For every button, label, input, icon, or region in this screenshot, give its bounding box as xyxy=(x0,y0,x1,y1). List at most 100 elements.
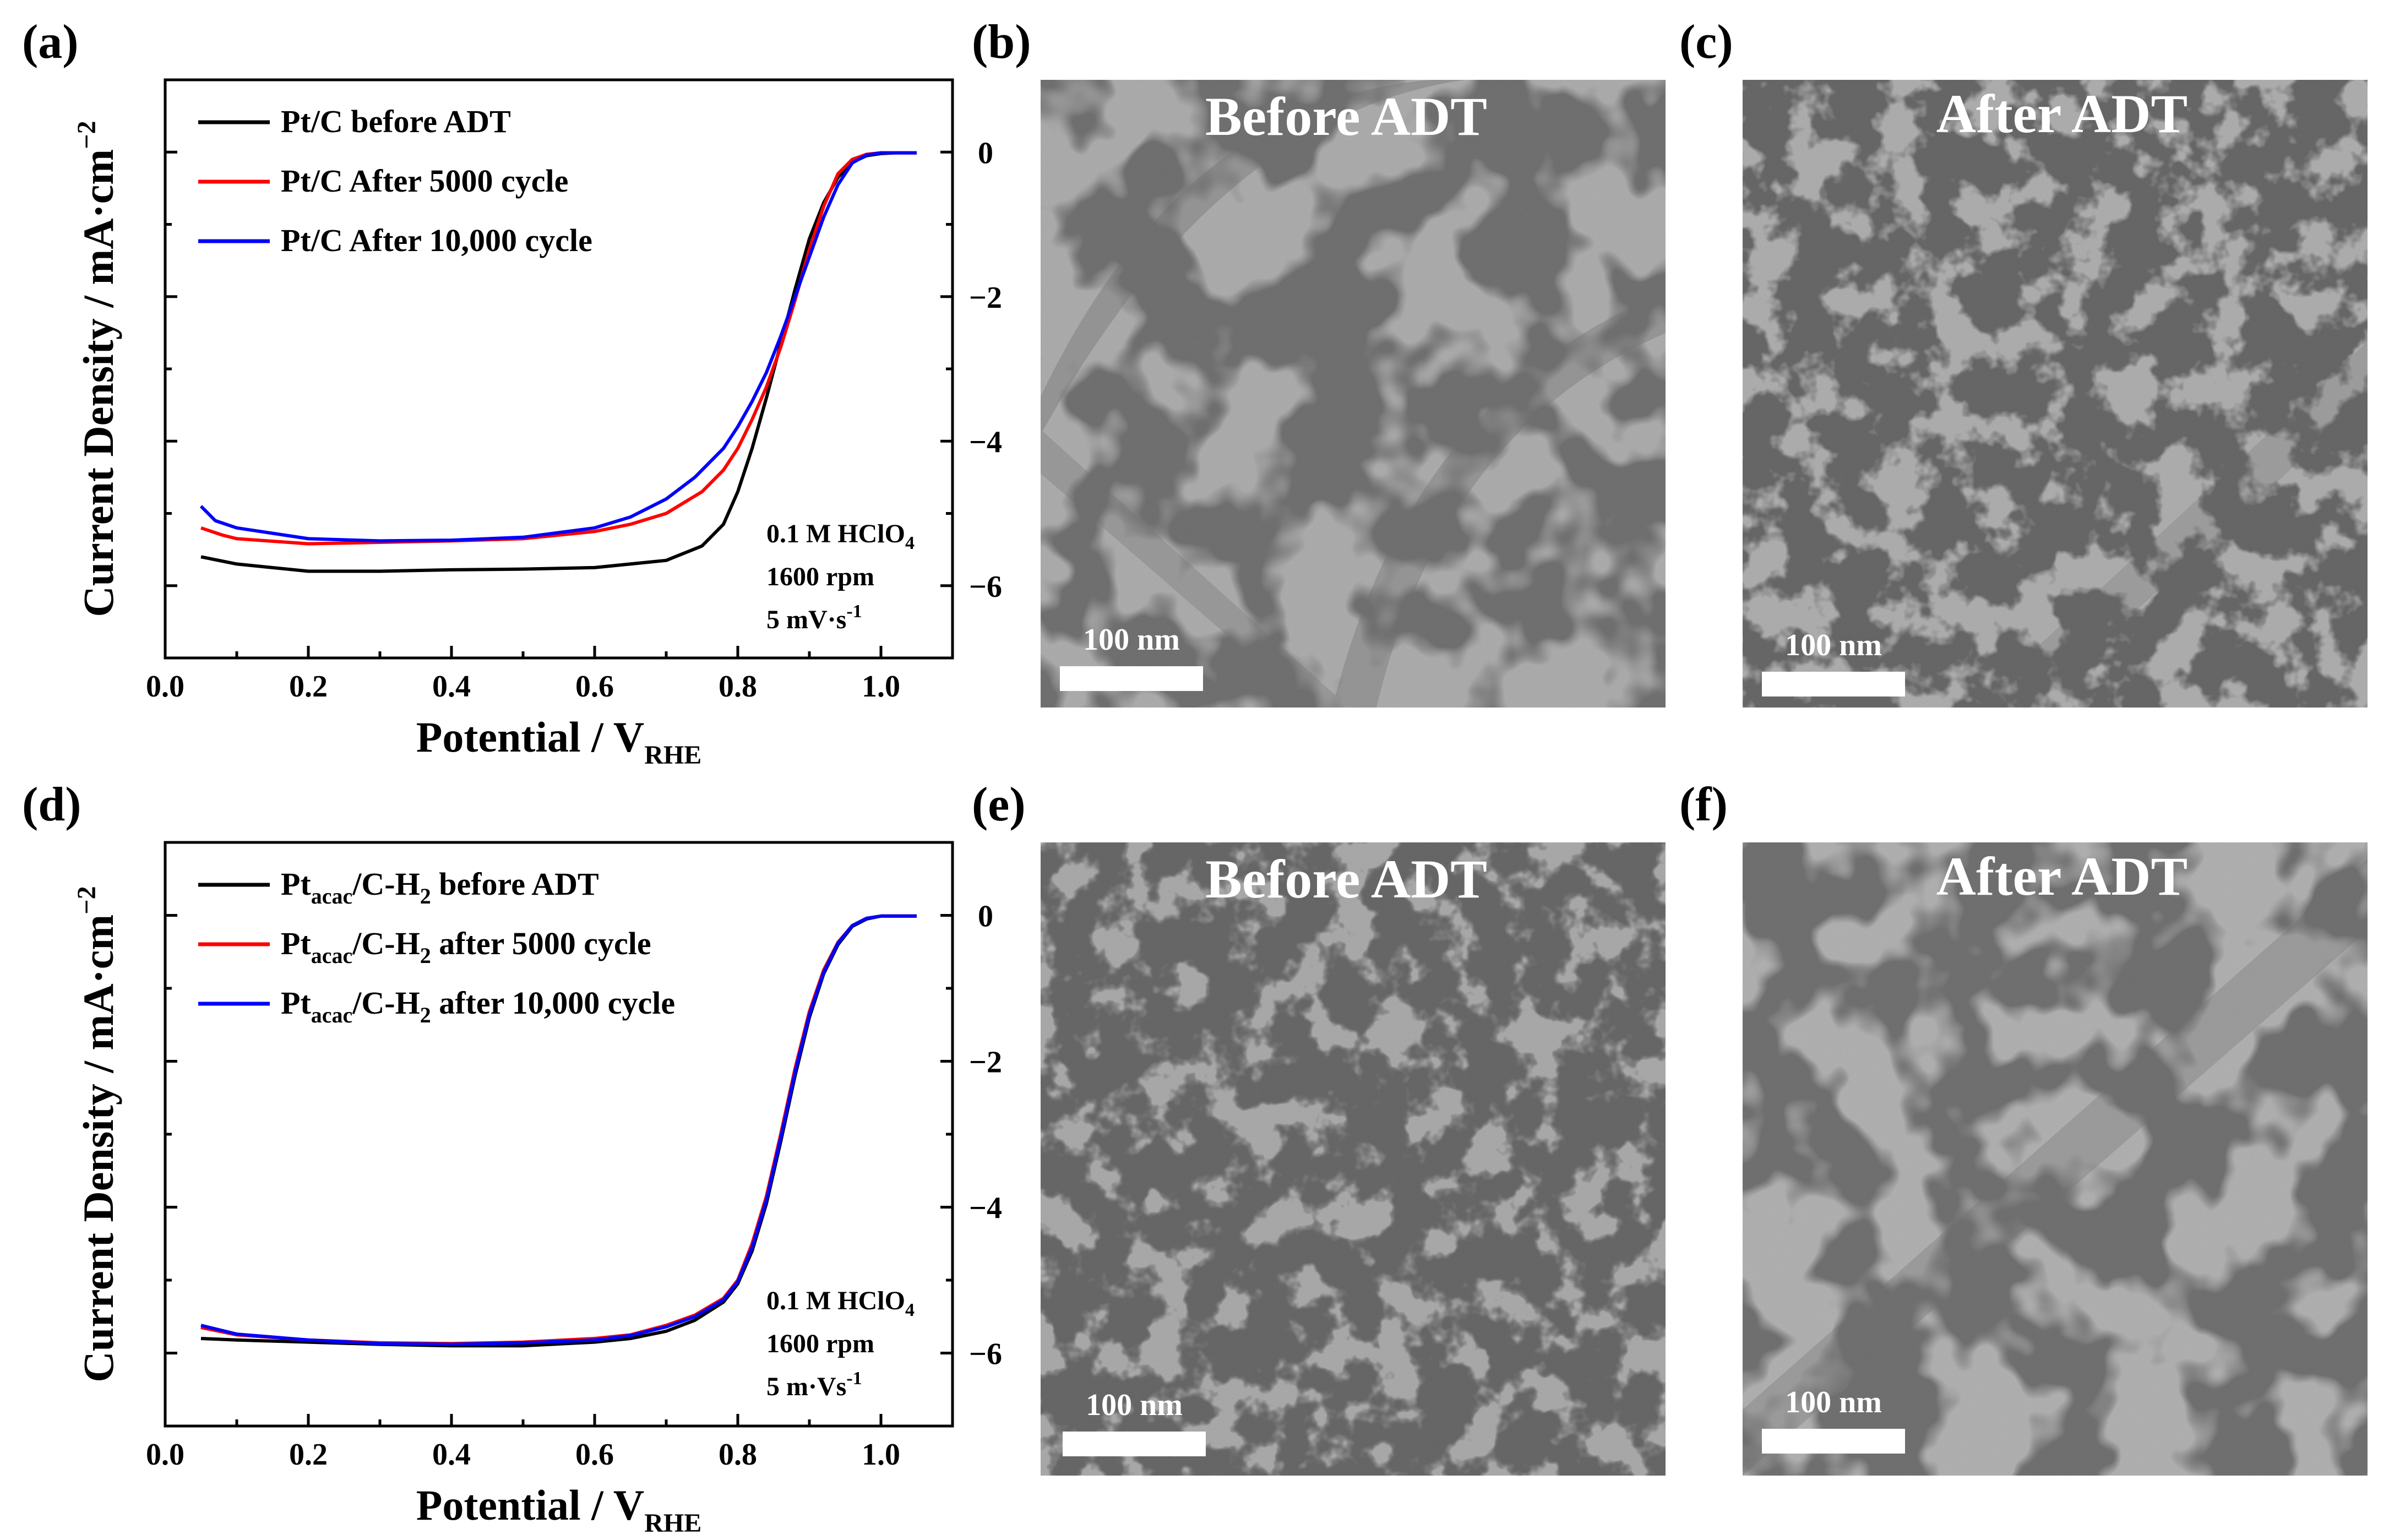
chart-d-yaxis-label-sup: −2 xyxy=(72,886,101,914)
chart-d-annotation-scanrate: 5 m·Vs-1 xyxy=(766,1368,862,1401)
chart-d-annotation-rotation: 1600 rpm xyxy=(766,1329,874,1358)
chart-a-series-line-1 xyxy=(200,151,917,546)
chart-d: 0.0 0.2 0.4 0.6 0.8 1.0 0 −2 −4 −6 Potential / VRH… xyxy=(72,841,1002,1538)
chart-d-legend-label-2: Ptacac/C-H2 after 10,000 cycle xyxy=(281,985,675,1027)
chart-d-legend-text-sub: acac xyxy=(311,1003,353,1027)
chart-d-legend-text-sub2: 2 xyxy=(420,1003,431,1027)
chart-d-annotation-scanrate-sup: -1 xyxy=(846,1368,862,1389)
panel-label-b: (b) xyxy=(972,15,1031,69)
chart-d-legend-label-1: Ptacac/C-H2 after 5000 cycle xyxy=(281,926,651,968)
chart-d-ytick-label: 0 xyxy=(978,900,993,934)
chart-a-annotation-rotation: 1600 rpm xyxy=(766,562,874,591)
panel-label-c: (c) xyxy=(1679,15,1733,69)
chart-a-xtick-label: 0.8 xyxy=(719,670,757,704)
chart-d-ytick-label: −4 xyxy=(969,1191,1002,1226)
chart-a-legend-label-1: Pt/C After 5000 cycle xyxy=(281,163,568,199)
chart-a-legend-label-2: Pt/C After 10,000 cycle xyxy=(281,222,592,258)
scale-bar-label-e: 100 nm xyxy=(1086,1388,1183,1422)
chart-a: 0.0 0.2 0.4 0.6 0.8 1.0 0 −2 −4 −6 Potential / VRH… xyxy=(72,78,1002,770)
chart-d-series-line-1 xyxy=(200,914,917,1346)
tem-image-e xyxy=(1041,842,1666,1476)
chart-d-xtick-label: 0.2 xyxy=(289,1438,328,1472)
chart-a-yaxis-label: Current Density / mA·cm−2 xyxy=(72,121,122,617)
chart-a-legend-text: Pt/C before ADT xyxy=(281,104,511,139)
chart-d-legend-text-sub: acac xyxy=(311,884,353,908)
panel-b: (b) Before ADT 100 nm xyxy=(972,15,1666,708)
scale-bar-c xyxy=(1762,672,1905,696)
scale-bar-label-b: 100 nm xyxy=(1083,623,1180,657)
chart-d-ytick-label: −6 xyxy=(969,1337,1002,1372)
chart-d-annotation-scanrate-main: 5 m·Vs xyxy=(766,1372,846,1401)
chart-d-xtick-label: 1.0 xyxy=(862,1438,900,1472)
chart-d-legend-text-mid: /C-H xyxy=(352,926,420,961)
chart-d-series-line-0 xyxy=(200,914,917,1348)
chart-a-annotation-electrolyte: 0.1 M HClO4 xyxy=(766,519,915,553)
chart-d-yaxis-label: Current Density / mA·cm−2 xyxy=(72,886,122,1382)
panel-label-d: (d) xyxy=(22,778,81,831)
chart-d-xtick-label: 0.8 xyxy=(719,1438,757,1472)
panel-f: (f) After ADT 100 nm xyxy=(1679,778,2368,1476)
chart-d-xaxis-label-sub: RHE xyxy=(644,1509,701,1537)
chart-d-xaxis-label: Potential / VRHE xyxy=(416,1481,702,1537)
chart-d-xtick-label: 0.4 xyxy=(432,1438,471,1472)
tem-image-c xyxy=(1743,80,2368,708)
chart-d-legend-text-sub2: 2 xyxy=(420,943,431,968)
tem-image-f xyxy=(1743,842,2368,1476)
chart-a-ytick-label: 0 xyxy=(978,136,993,170)
chart-d-legend-text-tail: before ADT xyxy=(431,866,599,902)
chart-a-yaxis-label-main: Current Density / mA·cm xyxy=(74,149,122,617)
chart-a-annotation-electrolyte-sub: 4 xyxy=(905,533,915,553)
chart-a-yaxis-label-sup: −2 xyxy=(72,121,101,149)
chart-a-series-line-2 xyxy=(199,151,917,543)
image-title-e: Before ADT xyxy=(1205,848,1487,910)
chart-d-legend-text-mid: /C-H xyxy=(352,866,420,902)
chart-d-annotation-electrolyte: 0.1 M HClO4 xyxy=(766,1286,915,1320)
chart-a-xtick-label: 0.0 xyxy=(146,670,184,704)
chart-a-annotation-electrolyte-main: 0.1 M HClO xyxy=(766,519,905,548)
panel-c: (c) After ADT 100 nm xyxy=(1679,15,2368,708)
scale-bar-label-c: 100 nm xyxy=(1785,628,1882,662)
scale-bar-e xyxy=(1063,1432,1206,1456)
image-title-f: After ADT xyxy=(1936,846,2187,907)
chart-d-series-line-2 xyxy=(200,914,917,1346)
chart-d-legend-label-0: Ptacac/C-H2 before ADT xyxy=(281,866,599,908)
panel-label-a: (a) xyxy=(22,15,79,69)
chart-a-xtick-label: 0.6 xyxy=(575,670,614,704)
chart-a-annotation-scanrate-sup: -1 xyxy=(846,601,862,622)
chart-d-legend-text-main: Pt xyxy=(281,866,311,902)
chart-a-ytick-label: −4 xyxy=(969,425,1002,459)
chart-d-legend-text-main: Pt xyxy=(281,926,311,961)
chart-d-yaxis-label-main: Current Density / mA·cm xyxy=(74,915,122,1383)
scale-bar-label-f: 100 nm xyxy=(1785,1385,1882,1419)
chart-d-xaxis-label-main: Potential / V xyxy=(416,1481,645,1529)
chart-a-legend-label-0: Pt/C before ADT xyxy=(281,104,511,139)
chart-d-legend-text-tail: after 5000 cycle xyxy=(431,926,651,961)
chart-a-ytick-label: −2 xyxy=(969,281,1002,315)
panel-label-e: (e) xyxy=(972,778,1026,831)
tem-image-b xyxy=(1041,80,1666,708)
chart-a-annotation-scanrate-main: 5 mV·s xyxy=(766,605,846,634)
panel-d: (d) 0.0 0.2 0.4 0.6 0.8 1.0 0 −2 −4 −6 Potential /… xyxy=(22,778,1002,1538)
chart-a-xaxis-label: Potential / VRHE xyxy=(416,713,702,770)
chart-d-xtick-label: 0.6 xyxy=(575,1438,614,1472)
chart-d-legend-text-sub: acac xyxy=(311,943,353,968)
chart-d-xtick-label: 0.0 xyxy=(146,1438,184,1472)
panel-e: (e) Before ADT 100 nm xyxy=(972,778,1666,1476)
image-title-c: After ADT xyxy=(1936,83,2187,144)
panel-label-f: (f) xyxy=(1679,778,1728,831)
chart-d-legend-text-tail: after 10,000 cycle xyxy=(431,985,675,1021)
chart-d-annotation-electrolyte-main: 0.1 M HClO xyxy=(766,1286,905,1315)
chart-a-xaxis-label-main: Potential / V xyxy=(416,713,645,761)
image-title-b: Before ADT xyxy=(1205,86,1487,147)
chart-a-xtick-label: 1.0 xyxy=(862,670,900,704)
chart-d-legend-text-mid: /C-H xyxy=(352,985,420,1021)
chart-a-series-line-0 xyxy=(200,151,917,573)
chart-a-annotation-scanrate: 5 mV·s-1 xyxy=(766,601,862,634)
chart-a-legend-text: Pt/C After 10,000 cycle xyxy=(281,222,592,258)
chart-a-ytick-label: −6 xyxy=(969,570,1002,604)
chart-a-legend-text: Pt/C After 5000 cycle xyxy=(281,163,568,199)
chart-d-ytick-label: −2 xyxy=(969,1046,1002,1080)
scale-bar-b xyxy=(1060,666,1203,691)
chart-a-xtick-label: 0.4 xyxy=(432,670,471,704)
